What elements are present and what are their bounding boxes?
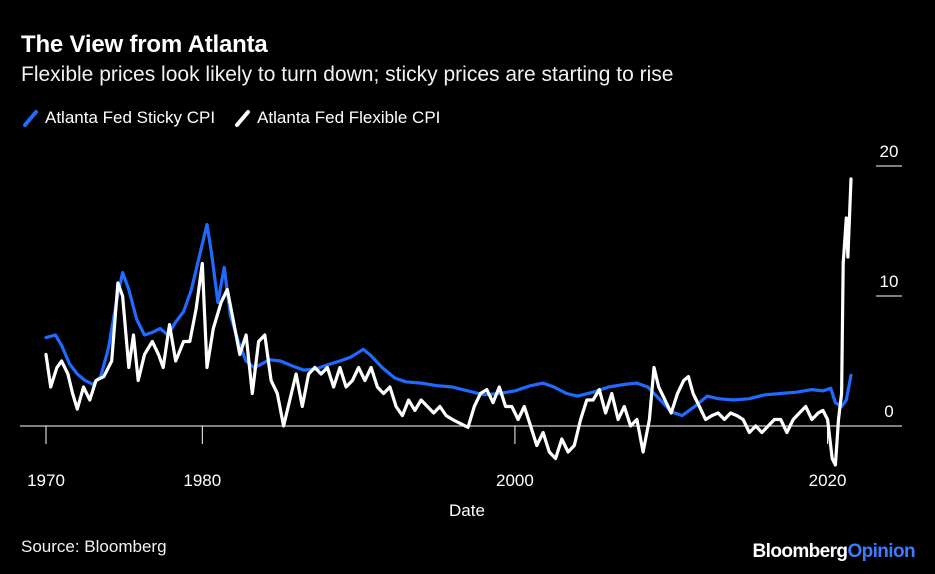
chart-title: The View from Atlanta [21, 31, 268, 58]
y-tick-label: 20 [880, 142, 899, 161]
y-tick-label: 10 [880, 272, 899, 291]
legend-swatch-flexible-icon [233, 108, 253, 128]
x-tick-label: 2000 [496, 471, 534, 490]
y-tick-label: 0 [884, 402, 893, 421]
legend-item-flexible: Atlanta Fed Flexible CPI [233, 108, 440, 128]
bloomberg-opinion-logo: BloombergOpinion [752, 541, 916, 562]
legend-label-sticky: Atlanta Fed Sticky CPI [45, 108, 216, 127]
x-axis-title: Date [449, 501, 485, 520]
chart-subtitle: Flexible prices look likely to turn down… [21, 63, 674, 86]
legend-swatch-sticky-icon [21, 108, 41, 128]
x-tick-label: 1970 [27, 471, 65, 490]
chart-legend: Atlanta Fed Sticky CPI Atlanta Fed Flexi… [21, 107, 458, 129]
series-line-sticky-cpi [44, 222, 853, 418]
series-line-flexible-cpi [44, 177, 853, 467]
source-note: Source: Bloomberg [21, 537, 167, 556]
x-tick-label: 1980 [183, 471, 221, 490]
legend-label-flexible: Atlanta Fed Flexible CPI [257, 108, 441, 127]
x-tick-label: 2020 [809, 471, 847, 490]
legend-item-sticky: Atlanta Fed Sticky CPI [21, 108, 215, 128]
